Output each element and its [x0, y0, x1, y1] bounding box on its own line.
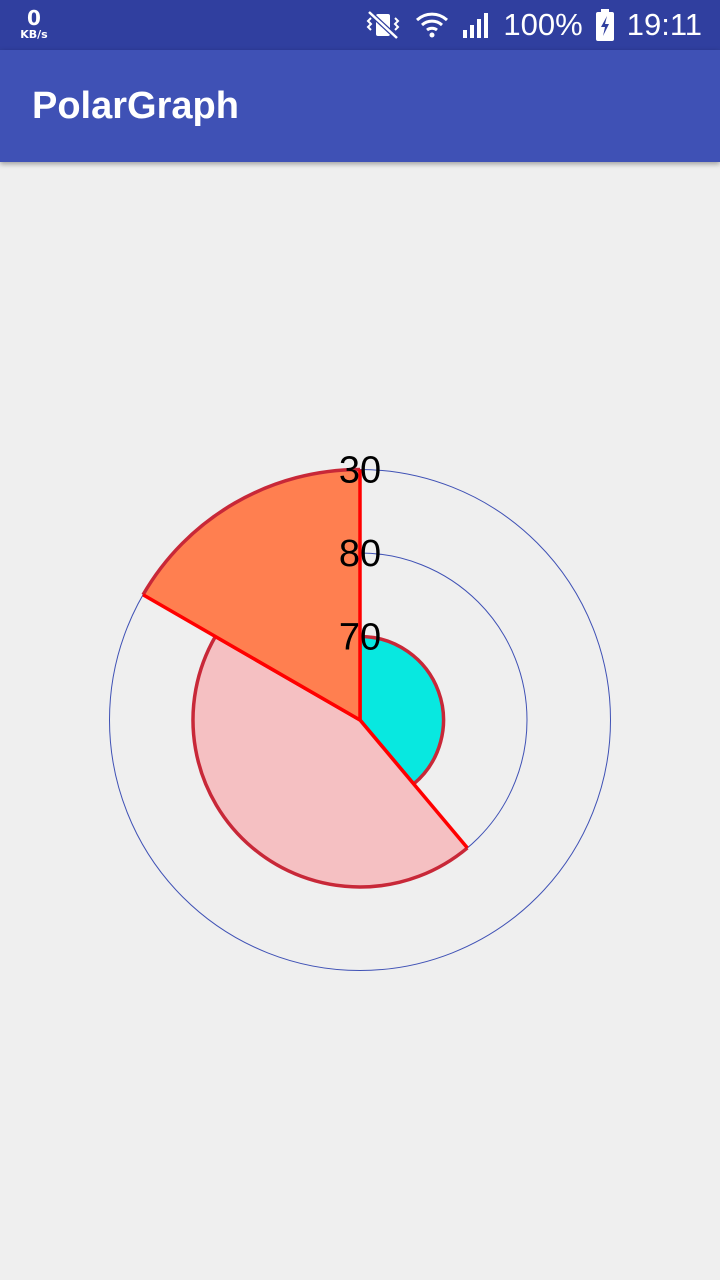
chart-slice-3: [143, 469, 360, 720]
polar-chart: 70 80 30: [109, 450, 611, 971]
ring-label-1: 70: [339, 617, 381, 659]
chart-slice-2: [192, 636, 468, 888]
app-title: PolarGraph: [32, 85, 239, 127]
chart-slice-arc-3: [141, 467, 361, 596]
clock: 19:11: [626, 7, 702, 42]
chart-slices: [141, 467, 469, 889]
status-icons: 100% 19:11: [363, 0, 702, 50]
status-bar: 0 KB/s 100% 19:11: [0, 0, 720, 50]
chart-slice-edge-start-3: [142, 593, 361, 722]
wifi-icon: [416, 12, 449, 38]
ring-label-2: 80: [339, 533, 381, 575]
chart-slice-1: [360, 636, 444, 784]
battery-charging-icon: [595, 9, 614, 41]
ring-label-3: 30: [339, 450, 381, 492]
app-bar: PolarGraph: [0, 50, 720, 162]
network-speed: 0 KB/s: [16, 8, 52, 40]
chart-slice-arc-1: [359, 634, 446, 786]
chart-slice-edge-start-2: [358, 718, 469, 850]
signal-icon: [463, 13, 489, 38]
battery-percent: 100%: [503, 7, 583, 42]
network-speed-value: 0: [27, 6, 41, 30]
chart-slice-arc-2: [191, 635, 469, 889]
ring-labels: 70 80 30: [339, 450, 381, 659]
network-speed-unit: KB/s: [20, 28, 48, 41]
vibrate-mute-icon: [367, 10, 400, 40]
